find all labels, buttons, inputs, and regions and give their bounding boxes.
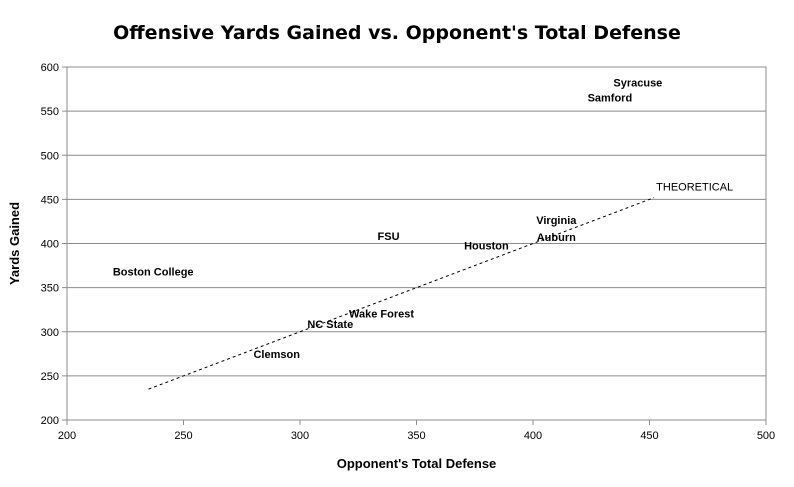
data-point-wake-forest: Wake Forest [349,309,414,321]
y-tick-label-350: 350 [41,283,59,295]
data-point-auburn: Auburn [537,232,576,244]
x-axis-label: Opponent's Total Defense [337,456,497,471]
data-point-clemson: Clemson [253,349,300,361]
y-tick-label-200: 200 [41,415,59,427]
theoretical-line [148,197,655,390]
data-point-boston-college: Boston College [113,266,194,278]
y-tick-label-450: 450 [41,194,59,206]
y-tick-label-500: 500 [41,150,59,162]
x-tick-label-400: 400 [524,430,542,442]
x-tick-label-500: 500 [757,430,775,442]
y-tick-label-300: 300 [41,327,59,339]
data-point-samford: Samford [588,92,633,104]
x-tick-label-250: 250 [174,430,192,442]
y-tick-label-600: 600 [41,62,59,74]
x-tick-label-300: 300 [291,430,309,442]
data-point-fsu: FSU [378,231,400,243]
y-tick-label-400: 400 [41,239,59,251]
y-tick-label-550: 550 [41,106,59,118]
y-tick-labels: 200 250 300 350 400 450 500 550 600 [41,62,59,427]
data-point-houston: Houston [464,241,509,253]
chart-title: Offensive Yards Gained vs. Opponent's To… [113,22,681,44]
gridlines [67,66,766,421]
theoretical-line-group: THEORETICAL [148,182,733,390]
x-tick-label-200: 200 [58,430,76,442]
theoretical-label: THEORETICAL [656,182,733,194]
data-labels: Syracuse Samford Virginia Auburn Houston FSU B… [113,77,662,361]
data-point-virginia: Virginia [536,215,577,227]
data-point-nc-state: NC State [307,319,353,331]
x-tick-label-450: 450 [640,430,658,442]
data-point-syracuse: Syracuse [613,77,662,89]
x-tick-label-350: 350 [407,430,425,442]
y-axis-label: Yards Gained [7,202,22,285]
x-tick-labels: 200 250 300 350 400 450 500 [58,430,775,442]
y-tick-label-250: 250 [41,371,59,383]
axes [62,66,767,425]
